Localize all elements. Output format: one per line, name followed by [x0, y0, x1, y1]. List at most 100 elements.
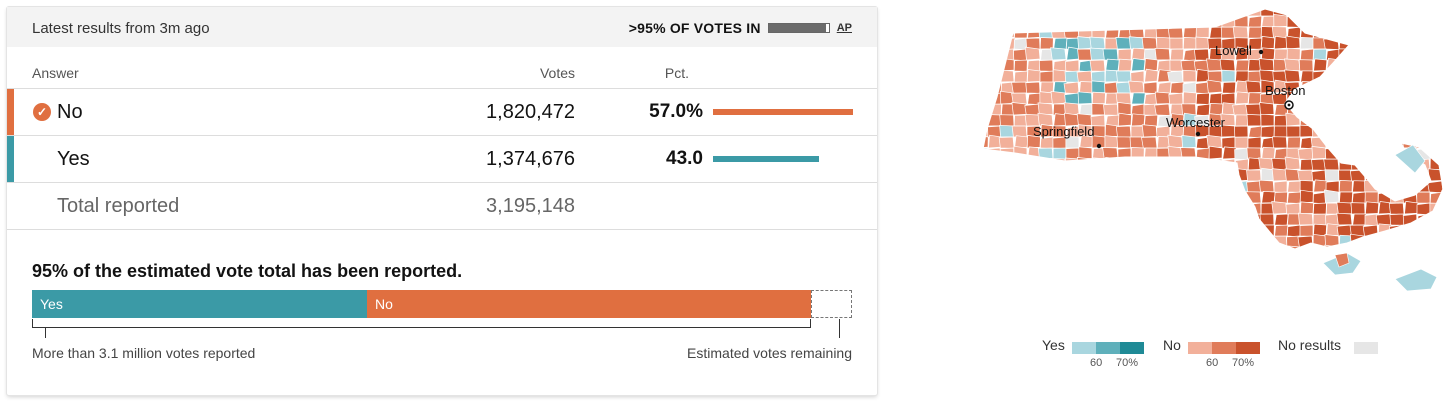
town-cell	[1233, 224, 1249, 237]
town-cell	[1245, 103, 1262, 116]
divider	[7, 229, 877, 230]
town-cell	[1131, 58, 1146, 72]
town-cell	[1118, 169, 1133, 182]
town-cell	[1117, 147, 1132, 160]
town-cell	[1014, 179, 1029, 193]
town-cell	[983, 48, 989, 62]
town-cell	[1038, 59, 1054, 72]
town-cell	[1427, 235, 1443, 248]
town-cell	[1324, 189, 1340, 204]
town-cell	[1038, 246, 1054, 249]
town-cell	[1001, 37, 1016, 51]
town-cell	[1116, 201, 1132, 215]
town-cell	[1090, 9, 1106, 17]
town-cell	[1144, 180, 1159, 193]
legend-no-tick-70: 70%	[1232, 357, 1255, 369]
town-cell	[1039, 213, 1054, 226]
town-cell	[1195, 157, 1210, 171]
town-cell	[1180, 59, 1197, 72]
table-row-total: Total reported 3,195,148	[7, 182, 877, 230]
town-cell	[1182, 9, 1197, 17]
town-cell	[1014, 135, 1029, 149]
town-cell	[1013, 70, 1028, 83]
town-cell	[1026, 69, 1041, 83]
town-cell	[1144, 157, 1159, 171]
town-cell	[988, 59, 1003, 72]
town-cell	[1247, 224, 1262, 238]
town-cell	[1274, 224, 1289, 237]
town-cell	[1389, 47, 1405, 61]
town-cell	[1427, 70, 1443, 83]
town-cell	[1221, 37, 1236, 51]
town-cell	[1128, 25, 1145, 39]
town-cell	[1378, 157, 1393, 171]
town-cell	[983, 213, 989, 227]
town-cell	[1441, 69, 1443, 83]
town-cell	[1195, 36, 1210, 50]
town-cell	[1247, 136, 1262, 150]
state-outline	[982, 8, 1444, 250]
town-cell	[1300, 9, 1315, 18]
town-cell	[1170, 9, 1185, 17]
town-cell	[1128, 36, 1145, 50]
answer-label: Yes	[57, 148, 90, 170]
town-cell	[1417, 9, 1432, 17]
legend-yes-tick-70: 70%	[1116, 357, 1139, 369]
town-cell	[1246, 234, 1262, 248]
town-cell	[1064, 92, 1080, 106]
town-cell	[1442, 114, 1443, 127]
town-cell	[1364, 103, 1379, 117]
town-cell	[1235, 213, 1250, 226]
town-cell	[1026, 13, 1041, 28]
town-cell	[1235, 234, 1250, 248]
town-cell	[1378, 15, 1393, 28]
town-cell	[988, 202, 1003, 215]
nantucket-island	[1394, 268, 1438, 292]
town-cell	[1169, 37, 1184, 50]
town-cell	[1352, 79, 1367, 94]
town-cell	[983, 14, 990, 28]
town-cell	[1128, 202, 1145, 216]
town-cell	[1365, 201, 1380, 215]
town-cell	[1232, 26, 1249, 39]
town-cell	[1013, 190, 1028, 204]
town-cell	[1180, 245, 1197, 249]
town-cell	[1219, 58, 1236, 72]
town-cell	[1129, 246, 1145, 249]
town-cell	[1102, 191, 1119, 204]
town-cell	[1401, 124, 1418, 138]
town-cell	[1388, 125, 1405, 138]
town-cell	[1364, 70, 1379, 83]
town-cell	[983, 25, 989, 39]
town-cell	[1364, 180, 1379, 193]
town-cell	[1402, 81, 1418, 95]
source-link[interactable]: AP	[836, 22, 852, 34]
town-cell	[1078, 146, 1093, 160]
town-cell	[1313, 103, 1328, 116]
town-cell	[1260, 125, 1275, 138]
town-cell	[1092, 157, 1107, 171]
worcester-marker	[1195, 131, 1201, 137]
town-cell	[1156, 224, 1171, 237]
town-cell	[1245, 245, 1262, 249]
town-cell	[1079, 224, 1094, 238]
town-cell	[1391, 81, 1406, 94]
town-cell	[1390, 37, 1405, 50]
town-cell	[988, 157, 1003, 171]
town-cell	[1116, 156, 1132, 171]
town-cell	[1000, 167, 1015, 182]
town-cell	[1117, 191, 1132, 205]
town-cell	[1077, 25, 1093, 39]
town-cell	[1065, 224, 1080, 237]
town-cell	[1337, 26, 1353, 40]
town-cell	[1401, 114, 1418, 127]
town-cell	[1104, 224, 1119, 237]
town-cell	[1416, 222, 1431, 237]
town-cell	[1118, 58, 1133, 72]
town-cell	[1402, 46, 1418, 61]
town-cell	[1389, 235, 1405, 248]
town-cell	[1351, 92, 1366, 106]
estimate-segment-remaining	[811, 290, 852, 318]
town-cell	[999, 114, 1015, 127]
column-header-pct: Pct.	[664, 65, 689, 81]
